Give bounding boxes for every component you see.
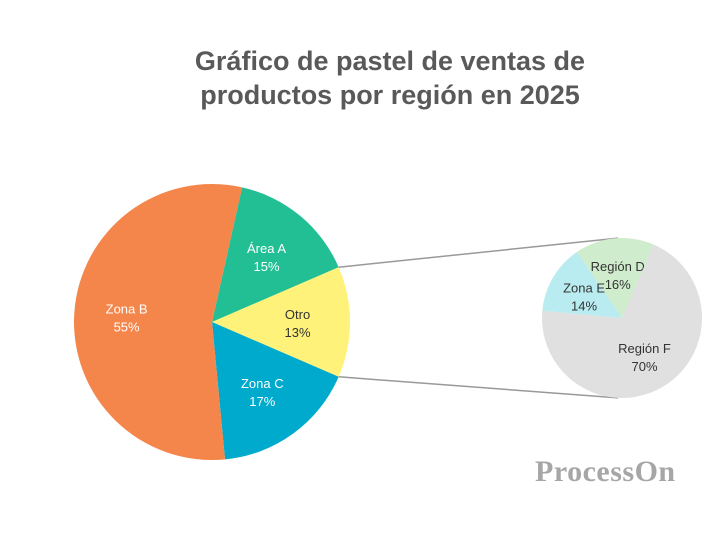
main-area-a-slice bbox=[212, 187, 339, 322]
main-area-a-name-label: Área A bbox=[247, 241, 286, 256]
main-otro-slice bbox=[212, 267, 351, 377]
main-otro-name-label: Otro bbox=[285, 307, 310, 322]
sub-region-d-slice bbox=[576, 238, 654, 318]
sub-pie: Región D 16% Región F 70% Zona E 14% bbox=[541, 238, 702, 399]
chart-title-line-2: productos por región en 2025 bbox=[200, 80, 580, 110]
main-otro-percent-label: 13% bbox=[285, 325, 311, 340]
watermark-logo: ProcessOn bbox=[535, 455, 676, 488]
main-zona-c-slice bbox=[212, 322, 339, 460]
chart-title-line-1: Gráfico de pastel de ventas de bbox=[194, 46, 586, 76]
sub-region-d-percent-label: 16% bbox=[605, 277, 631, 292]
main-zona-c-percent-label: 17% bbox=[249, 394, 275, 409]
connector-lines bbox=[338, 237, 619, 399]
sub-zona-e-slice bbox=[542, 251, 622, 318]
sub-region-f-slice bbox=[541, 244, 702, 399]
main-pie: Área A 15% Otro 13% Zona C 17% Zona B 55% bbox=[73, 184, 351, 461]
sub-region-d-name-label: Región D bbox=[591, 259, 645, 274]
upper-connector-line bbox=[338, 237, 619, 268]
main-zona-c-name-label: Zona C bbox=[241, 376, 284, 391]
main-zona-b-name-label: Zona B bbox=[106, 302, 148, 317]
sub-zona-e-name-label: Zona E bbox=[563, 281, 605, 296]
sub-region-f-name-label: Región F bbox=[618, 341, 671, 356]
chart-title: Gráfico de pastel de ventas de productos… bbox=[140, 44, 640, 112]
sub-region-f-percent-label: 70% bbox=[631, 359, 657, 374]
main-zona-b-slice bbox=[73, 184, 243, 461]
lower-connector-line bbox=[338, 376, 619, 399]
main-area-a-percent-label: 15% bbox=[254, 259, 280, 274]
main-zona-b-percent-label: 55% bbox=[114, 320, 140, 335]
sub-zona-e-percent-label: 14% bbox=[571, 299, 597, 314]
